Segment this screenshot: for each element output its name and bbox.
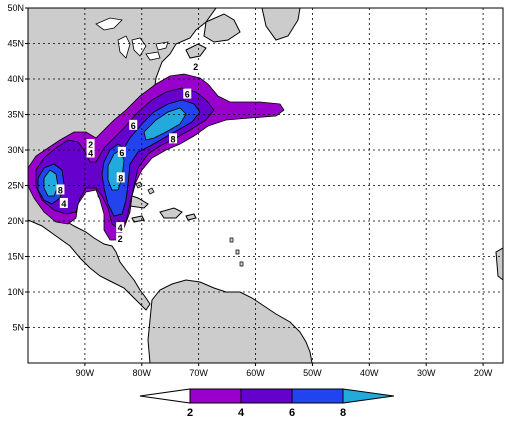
colorbar-segment-4 [240,388,293,404]
contour-label-bg [129,119,138,130]
lon-tick-label: 70W [189,368,208,378]
colorbar-left-arrow [139,388,191,404]
contour-label: 4 [61,199,66,209]
lon-tick-label: 80W [133,368,152,378]
contour-label-bg [59,197,68,208]
contour-label: 4 [88,149,93,159]
newfoundland-landmass [203,13,241,43]
contour-label-bg [86,139,95,150]
contour-label: 2 [88,140,93,150]
hispaniola-landmass [159,207,183,219]
contour-level-2 [28,73,285,241]
colorbar-label-4: 4 [238,407,245,419]
contour-label-bg [183,88,192,99]
graticule [28,8,503,363]
lon-tick-label: 60W [246,368,265,378]
lat-tick-label: 45N [7,39,24,49]
colorbar-label-6: 6 [289,407,295,419]
lat-tick-label: 50N [7,3,24,13]
contour-label-bg [117,146,126,157]
lat-tick-label: 15N [7,252,24,262]
great-lakes [95,17,169,61]
colorbar-right-arrow [342,388,395,404]
lat-tick-label: 25N [7,181,24,191]
contour-label: 2 [118,234,123,244]
contour-label: 6 [185,90,190,100]
lon-tick-label: 90W [76,368,95,378]
contour-label-bg [191,60,200,71]
lat-tick-label: 40N [7,74,24,84]
lat-tick-label: 35N [7,110,24,120]
nova-scotia-landmass [185,43,207,59]
lon-tick-label: 30W [417,368,436,378]
colorbar-label-2: 2 [187,407,193,419]
contour-label: 6 [119,148,124,158]
contour-label-bg [116,172,125,183]
lesser-antilles [229,237,244,267]
contour-label: 4 [118,223,123,233]
contour-label-bg [116,222,125,233]
contour-label-bg [116,232,125,243]
lat-tick-label: 30N [7,145,24,155]
contour-label: 8 [171,134,176,144]
contour-label-bg [169,133,178,144]
colorbar-label-8: 8 [340,407,346,419]
contour-label: 6 [131,121,136,131]
lon-tick-label: 20W [474,368,493,378]
lat-tick-label: 5N [12,323,24,333]
puerto-rico-landmass [185,213,197,221]
lon-tick-label: 40W [360,368,379,378]
contour-label: 2 [193,62,198,72]
lat-tick-label: 20N [7,216,24,226]
lon-tick-label: 50W [303,368,322,378]
africa-landmass [495,247,503,281]
colorbar-segment-2 [189,388,242,404]
greenland-landmass [261,8,301,41]
colorbar: 2 4 6 8 [139,388,395,419]
contour-label-bg [56,184,65,195]
contour-label: 8 [118,173,123,183]
south-america-landmass [147,279,313,363]
contour-label-bg [86,147,95,158]
colorbar-segment-6 [291,388,344,404]
contour-label: 8 [58,185,63,195]
lat-tick-label: 10N [7,287,24,297]
bahamas-islands [135,181,155,195]
axis-ticks: 50N 45N 40N 35N 30N 25N 20N 15N 10N 5N 90W 80W 70W 60… [7,3,492,378]
